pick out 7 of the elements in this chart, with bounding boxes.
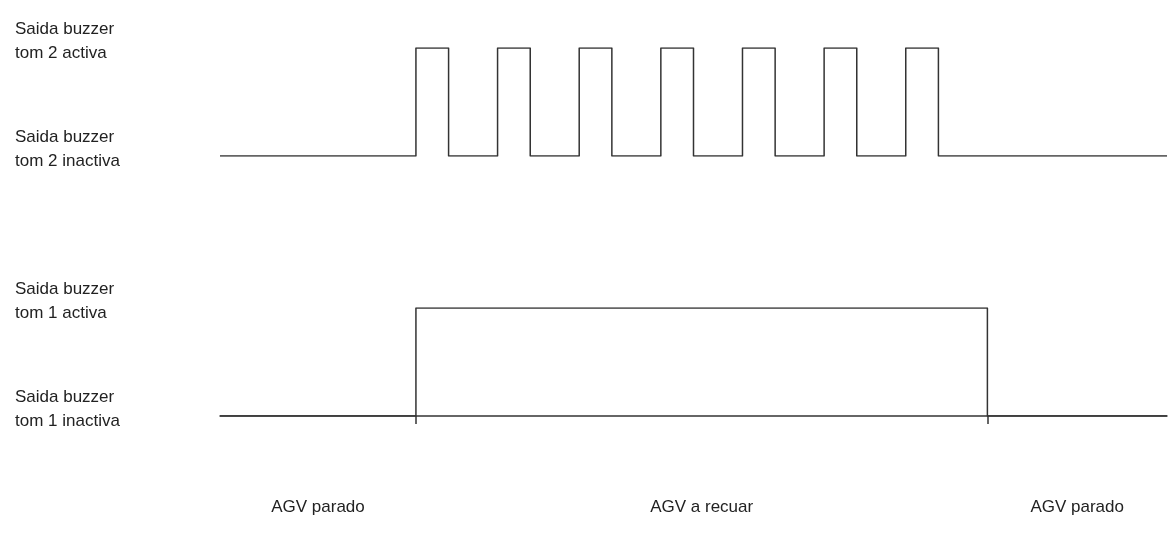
text: AGV parado [271,497,365,516]
text: Saida buzzer tom 1 inactiva [15,386,121,430]
text: Saida buzzer tom 2 inactiva [15,126,121,170]
text: AGV a recuar [650,497,754,516]
text: Saida buzzer tom 1 activa [15,278,115,322]
text: AGV parado [1030,497,1124,516]
text: Saida buzzer tom 2 activa [15,18,115,62]
